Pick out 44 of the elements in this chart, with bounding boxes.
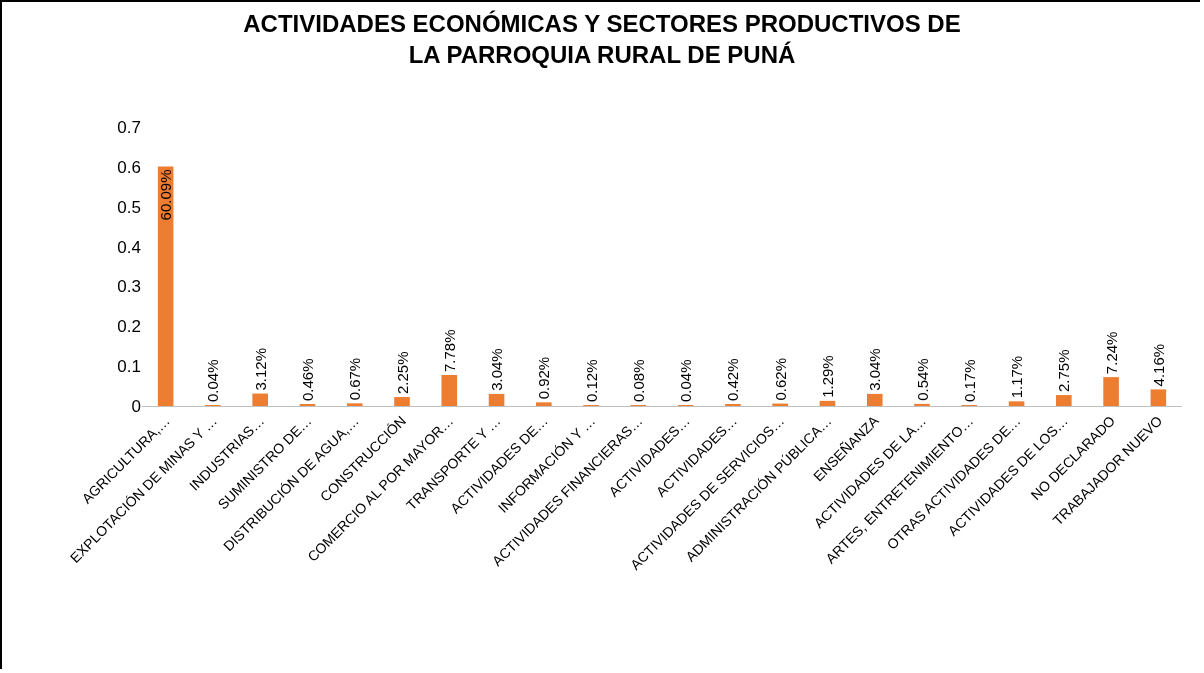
bar [536,402,552,406]
data-label: 60.09% [157,169,175,221]
bar [914,403,930,406]
data-label: 0.12% [582,359,600,402]
y-tick-label: 0 [131,396,141,416]
data-label: 0.17% [960,359,978,402]
data-label: 0.08% [629,359,647,402]
data-label: 0.04% [677,359,695,402]
bar [1150,389,1167,406]
data-label: 1.29% [818,355,836,398]
y-tick-label: 0.2 [117,317,141,337]
bar [1103,377,1119,406]
data-label: 0.46% [298,358,316,401]
bar [394,397,410,406]
bar [252,393,268,406]
bar [866,393,883,406]
bar [819,400,836,406]
data-label: 0.42% [724,358,742,401]
chart-title: ACTIVIDADES ECONÓMICAS Y SECTORES PRODUCTIVOS DE LA PARROQUIA RURAL DE PUNÁ [243,10,961,69]
bar [488,393,505,406]
data-label: 0.67% [346,357,364,401]
data-label: 7.24% [1102,331,1120,375]
y-tick-label: 0.7 [117,117,141,137]
data-label: 4.16% [1149,343,1167,387]
data-label: 3.12% [251,348,269,391]
bar [346,403,363,406]
y-tick-label: 0.1 [117,357,141,377]
data-label: 0.04% [204,359,222,402]
data-label: 2.25% [393,351,411,395]
data-label: 1.17% [1008,355,1026,399]
data-label: 0.54% [913,358,931,401]
data-label: 2.75% [1055,349,1073,393]
bar [441,374,458,406]
y-tick-label: 0.4 [117,237,141,257]
bar [1008,401,1025,406]
data-label: 3.04% [488,348,506,391]
data-label: 7.78% [440,329,458,372]
y-tick-label: 0.3 [117,277,141,297]
y-tick-label: 0.5 [117,197,141,217]
bar [1056,395,1072,406]
data-label: 0.92% [535,356,553,400]
y-tick-label: 0.6 [117,157,141,177]
data-label: 0.62% [771,357,789,401]
data-label: 3.04% [866,348,884,391]
